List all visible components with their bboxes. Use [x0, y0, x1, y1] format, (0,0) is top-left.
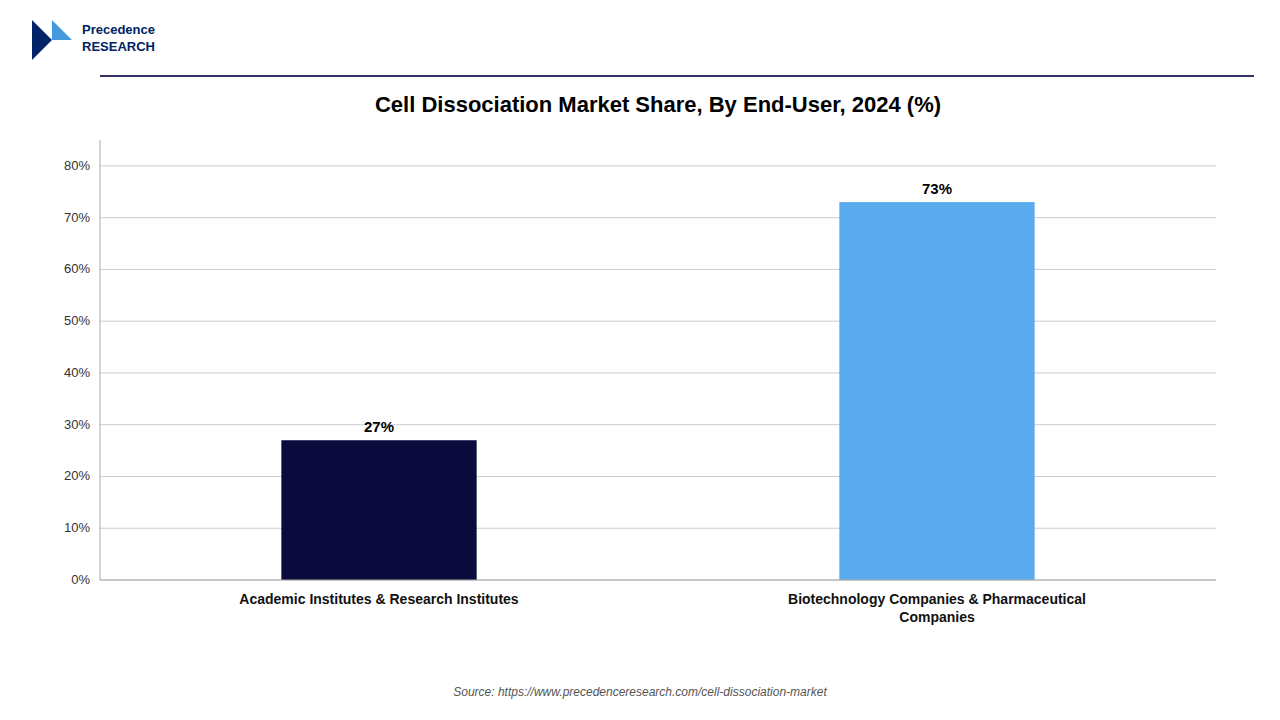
bar — [281, 440, 476, 580]
text-line: Academic Institutes & Research Institute… — [239, 591, 519, 607]
y-tick-label: 50% — [64, 313, 90, 328]
logo: Precedence RESEARCH — [32, 20, 155, 60]
x-axis-line — [100, 580, 1216, 581]
y-axis: 0% 10% 20% 30% 40% 50% 60% 70% 80% — [64, 140, 100, 587]
grid-line — [100, 372, 1216, 373]
chart: Precedence RESEARCH Cell Dissociation Mark… — [0, 0, 1280, 720]
x-axis: Academic Institutes & Research Institute… — [100, 580, 1216, 625]
grid-line — [100, 528, 1216, 529]
x-tick-label: Biotechnology Companies & Pharmaceutical… — [788, 591, 1086, 625]
logo-text: Precedence RESEARCH — [82, 22, 155, 54]
logo-shape — [32, 20, 52, 60]
text-line: Precedence — [82, 22, 155, 37]
data-label: 27% — [364, 418, 394, 435]
x-tick-label: Academic Institutes & Research Institute… — [239, 591, 519, 607]
text-line: Companies — [899, 609, 975, 625]
y-tick-label: 20% — [64, 468, 90, 483]
data-label: 73% — [922, 180, 952, 197]
bars — [281, 202, 1034, 580]
source: Source: https://www.precedenceresearch.c… — [453, 685, 827, 699]
title: Cell Dissociation Market Share, By End-U… — [375, 92, 941, 117]
y-tick-label: 0% — [71, 572, 90, 587]
grid-line — [100, 476, 1216, 477]
logo-shape — [52, 20, 72, 40]
grid-line — [100, 217, 1216, 218]
y-tick-label: 80% — [64, 158, 90, 173]
y-axis-line — [100, 140, 101, 580]
text-line: RESEARCH — [82, 39, 155, 54]
grid-line — [100, 580, 1216, 581]
y-tick-label: 10% — [64, 520, 90, 535]
grid — [100, 166, 1216, 580]
header-rule — [100, 75, 1254, 77]
text-line: Biotechnology Companies & Pharmaceutical — [788, 591, 1086, 607]
y-tick-label: 30% — [64, 417, 90, 432]
grid-line — [100, 269, 1216, 270]
grid-line — [100, 165, 1216, 166]
data-labels: 27% 73% — [364, 180, 952, 435]
bar — [839, 202, 1034, 580]
y-tick-label: 40% — [64, 365, 90, 380]
y-tick-label: 70% — [64, 210, 90, 225]
grid-line — [100, 424, 1216, 425]
y-tick-label: 60% — [64, 261, 90, 276]
grid-line — [100, 321, 1216, 322]
